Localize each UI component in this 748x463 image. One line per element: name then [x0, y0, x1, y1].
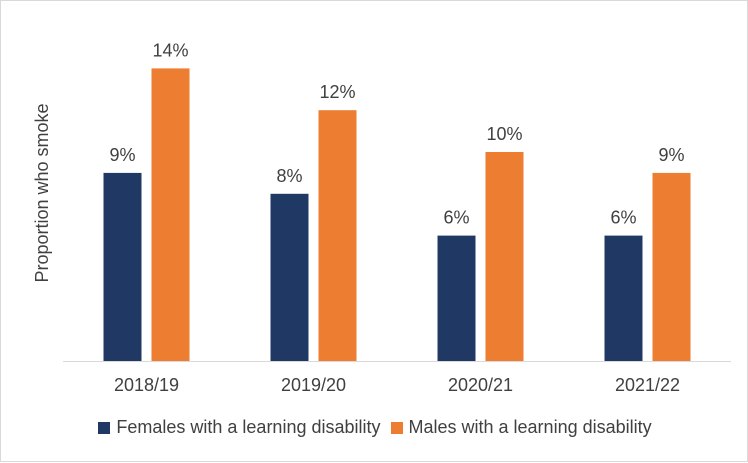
bar-males-0 — [151, 68, 190, 362]
y-axis-label: Proportion who smoke — [32, 103, 52, 282]
data-label-females-2: 6% — [443, 208, 469, 228]
bar-females-3 — [604, 235, 643, 361]
x-tick-label-2: 2020/21 — [448, 375, 513, 395]
data-label-males-0: 14% — [152, 40, 188, 60]
data-label-females-1: 8% — [276, 166, 302, 186]
x-tick-label-1: 2019/20 — [281, 375, 346, 395]
bar-females-2 — [437, 235, 476, 361]
x-tick-label-3: 2021/22 — [615, 375, 680, 395]
bar-females-0 — [103, 172, 142, 361]
legend-item-females: Females with a learning disability — [98, 417, 381, 438]
data-label-males-1: 12% — [319, 82, 355, 102]
data-label-females-0: 9% — [109, 145, 135, 165]
x-tick-label-0: 2018/19 — [114, 375, 179, 395]
bars-group — [103, 68, 691, 362]
data-label-males-2: 10% — [486, 124, 522, 144]
bar-males-3 — [652, 172, 691, 361]
legend-label-males: Males with a learning disability — [408, 417, 652, 437]
legend-swatch-females — [98, 421, 111, 434]
bar-females-1 — [270, 193, 309, 361]
legend: Females with a learning disability Males… — [1, 417, 748, 438]
x-tick-labels: 2018/19 2019/20 2020/21 2021/22 — [114, 375, 680, 395]
data-label-females-3: 6% — [610, 208, 636, 228]
data-labels-group: 9% 14% 8% 12% 6% 10% 6% 9% — [109, 40, 684, 227]
bar-males-1 — [318, 110, 357, 361]
bar-males-2 — [485, 152, 524, 361]
data-label-males-3: 9% — [658, 145, 684, 165]
legend-swatch-males — [390, 421, 403, 434]
legend-item-males: Males with a learning disability — [390, 417, 652, 438]
legend-label-females: Females with a learning disability — [116, 417, 381, 437]
